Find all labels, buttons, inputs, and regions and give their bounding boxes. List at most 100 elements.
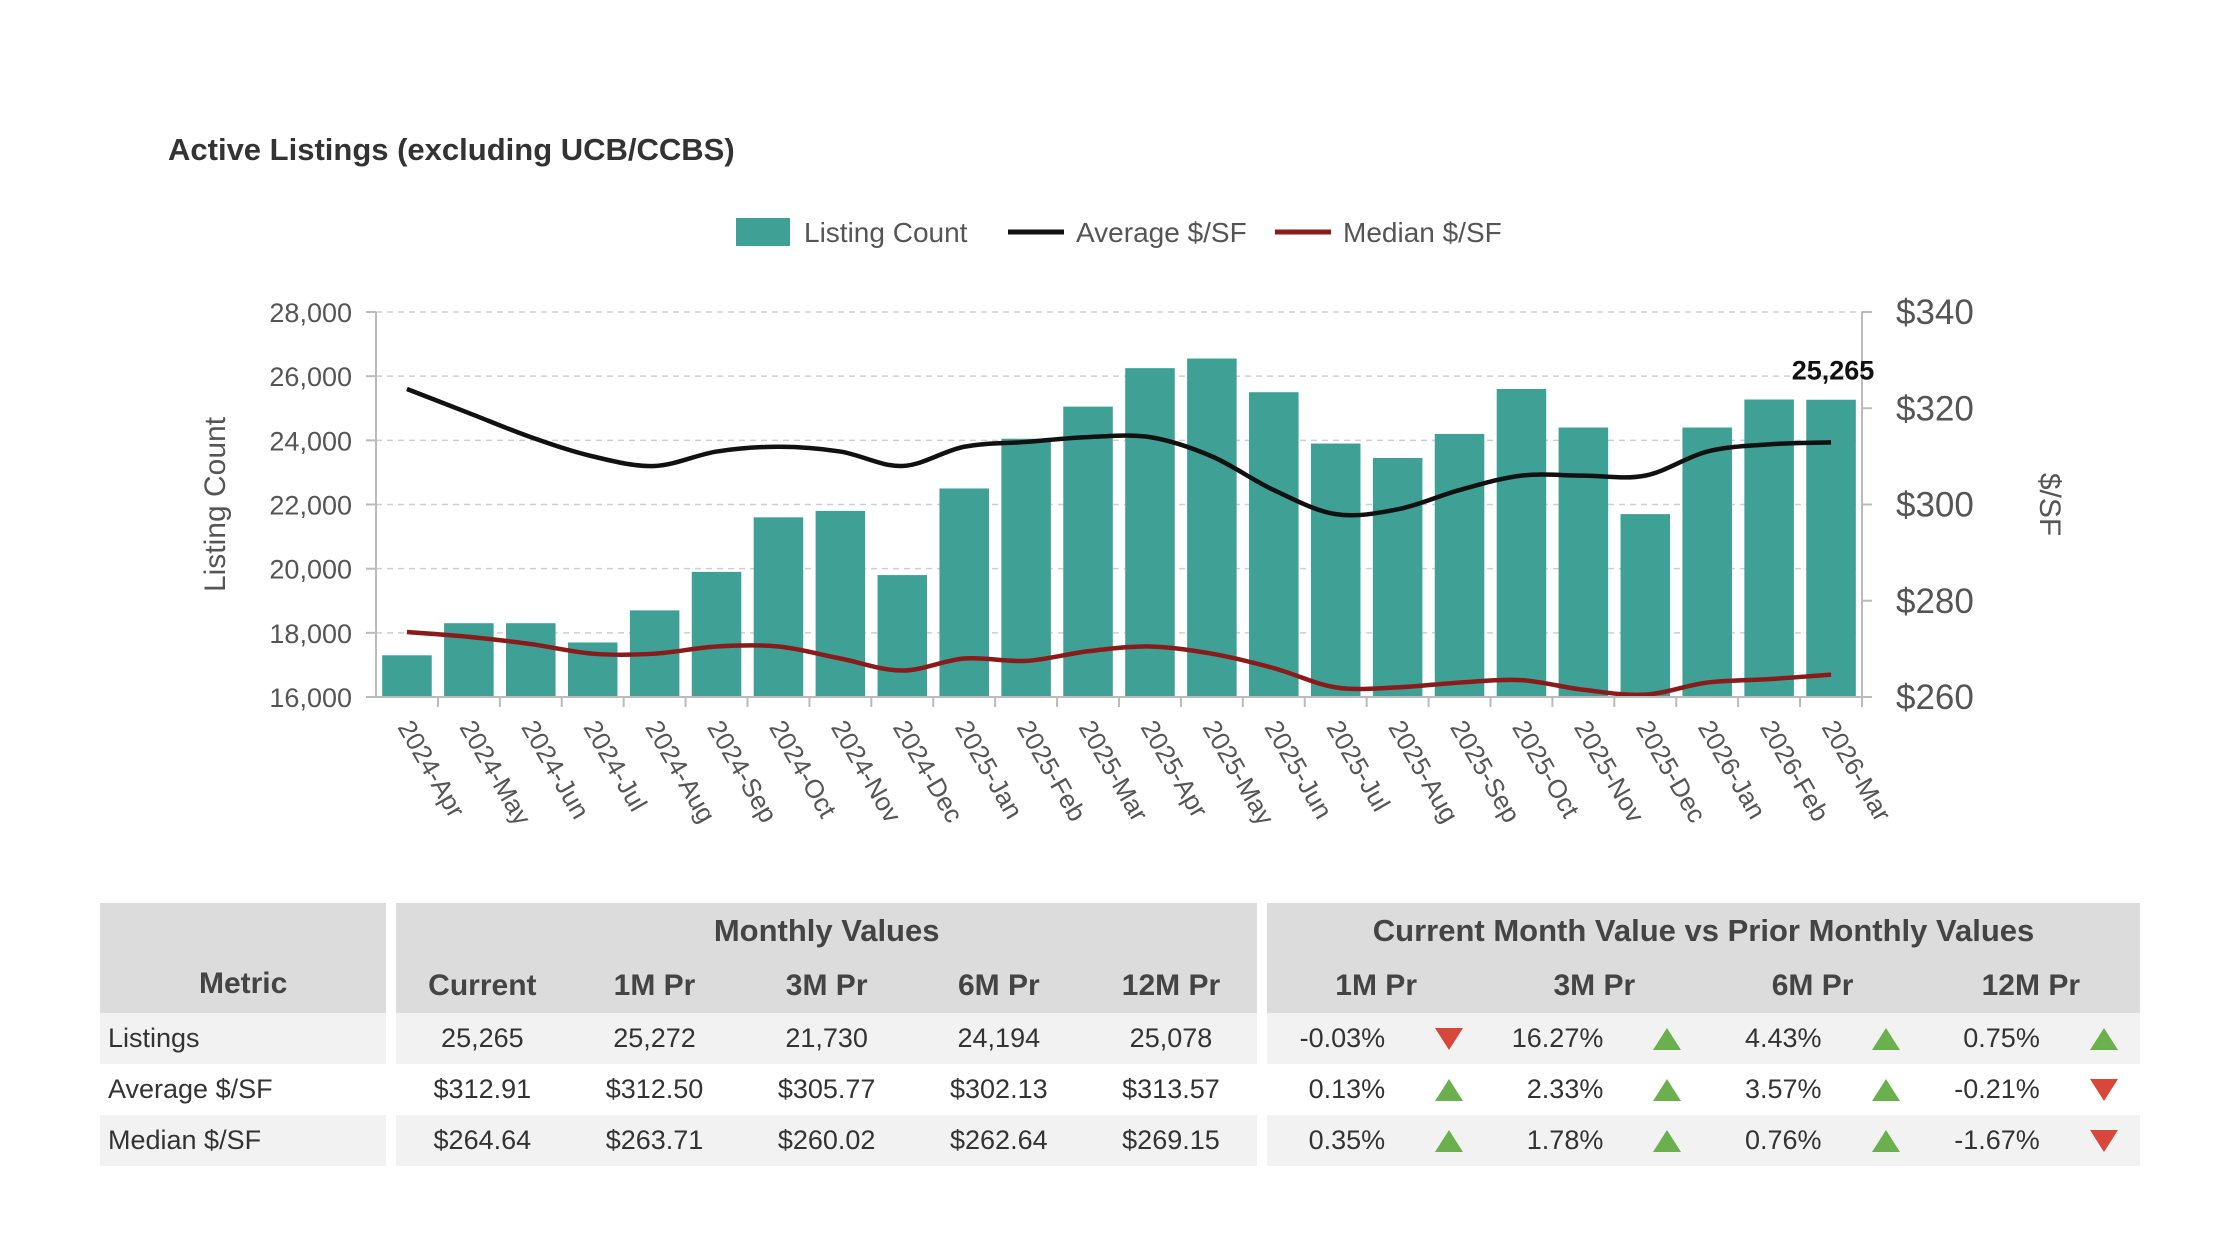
monthly-value-cell: $305.77 xyxy=(740,1064,913,1115)
right-tick-label: $340 xyxy=(1896,293,1974,332)
right-tick-label: $260 xyxy=(1896,678,1974,717)
right-tick-label: $300 xyxy=(1896,486,1974,525)
change-cell: -0.21% xyxy=(1921,1064,2140,1115)
table-row: Median $/SF $264.64 $263.71 $260.02 $262.64 $… xyxy=(100,1115,2140,1166)
triangle-up-icon xyxy=(1871,1129,1900,1152)
triangle-down-icon xyxy=(2089,1078,2118,1101)
bar xyxy=(1558,427,1609,697)
bar xyxy=(691,571,742,697)
change-value: 4.43% xyxy=(1744,1023,1822,1053)
axes xyxy=(366,311,1872,707)
change-value: 16.27% xyxy=(1511,1023,1604,1053)
bar xyxy=(1001,438,1051,697)
bar xyxy=(506,623,556,697)
triangle-up-icon xyxy=(2089,1027,2118,1050)
bar xyxy=(877,575,928,697)
bar xyxy=(1682,427,1732,697)
bar xyxy=(1249,392,1299,697)
change-cell: 4.43% xyxy=(1703,1013,1922,1064)
left-tick-label: 16,000 xyxy=(269,683,352,713)
monthly-value-cell: $313.57 xyxy=(1084,1064,1258,1115)
change-value: 1.78% xyxy=(1526,1125,1604,1155)
monthly-value-cell: 25,272 xyxy=(568,1013,741,1064)
change-cell: 0.75% xyxy=(1921,1013,2140,1064)
triangle-down-icon xyxy=(1435,1027,1464,1050)
bar xyxy=(815,510,866,697)
change-cell: 0.13% xyxy=(1267,1064,1486,1115)
triangle-up-icon xyxy=(1653,1129,1682,1152)
monthly-col-header: 3M Pr xyxy=(740,959,913,1013)
metric-header: Metric xyxy=(100,903,387,1013)
triangle-up-icon xyxy=(1435,1129,1464,1152)
triangle-down-icon xyxy=(2089,1129,2118,1152)
triangle-up-icon xyxy=(1653,1027,1682,1050)
monthly-value-cell: $260.02 xyxy=(740,1115,913,1166)
table-row: Average $/SF $312.91 $312.50 $305.77 $302.13… xyxy=(100,1064,2140,1115)
monthly-value-cell: $264.64 xyxy=(396,1115,569,1166)
legend-swatch xyxy=(736,218,790,246)
monthly-value-cell: 21,730 xyxy=(740,1013,913,1064)
legend-label: Average $/SF xyxy=(1076,217,1247,248)
change-cell: 3.57% xyxy=(1703,1064,1922,1115)
bar xyxy=(1187,358,1237,697)
left-tick-label: 26,000 xyxy=(269,362,352,392)
bar xyxy=(753,517,804,697)
chart-title: Active Listings (excluding UCB/CCBS) xyxy=(168,132,735,167)
monthly-col-header: 1M Pr xyxy=(568,959,741,1013)
table-row: Listings 25,265 25,272 21,730 24,194 25,078 -0… xyxy=(100,1013,2140,1064)
monthly-col-header: 6M Pr xyxy=(912,959,1085,1013)
compare-col-header: 6M Pr xyxy=(1703,959,1922,1013)
median-sf-line xyxy=(406,629,1832,698)
change-cell: 1.78% xyxy=(1485,1115,1704,1166)
monthly-col-header: 12M Pr xyxy=(1084,959,1258,1013)
metric-name: Listings xyxy=(100,1013,387,1064)
change-cell: 2.33% xyxy=(1485,1064,1704,1115)
line-series xyxy=(406,386,1832,698)
combo-chart: Listing Count Average $/SF Median $/SF 16,… xyxy=(199,217,2066,830)
change-cell: 16.27% xyxy=(1485,1013,1704,1064)
monthly-value-cell: $302.13 xyxy=(912,1064,1085,1115)
chart-legend: Listing Count Average $/SF Median $/SF xyxy=(736,217,1502,248)
triangle-up-icon xyxy=(1435,1078,1464,1101)
right-tick-label: $280 xyxy=(1896,582,1974,621)
change-cell: -1.67% xyxy=(1921,1115,2140,1166)
bar xyxy=(1125,368,1175,697)
monthly-value-cell: $262.64 xyxy=(912,1115,1085,1166)
bar xyxy=(1744,399,1794,697)
monthly-value-cell: $312.91 xyxy=(396,1064,569,1115)
y-axis-title: Listing Count xyxy=(199,416,232,592)
change-value: 3.57% xyxy=(1744,1074,1822,1104)
left-tick-label: 20,000 xyxy=(269,555,352,585)
change-value: 0.76% xyxy=(1744,1125,1822,1155)
triangle-up-icon xyxy=(1871,1078,1900,1101)
monthly-value-cell: $263.71 xyxy=(568,1115,741,1166)
change-value: 2.33% xyxy=(1526,1074,1604,1104)
monthly-value-cell: 24,194 xyxy=(912,1013,1085,1064)
metric-name: Median $/SF xyxy=(100,1115,387,1166)
monthly-value-cell: $269.15 xyxy=(1084,1115,1258,1166)
left-tick-label: 24,000 xyxy=(269,426,352,456)
left-tick-label: 22,000 xyxy=(269,491,352,521)
bar xyxy=(1806,399,1856,697)
change-value: -0.03% xyxy=(1299,1023,1386,1053)
monthly-value-cell: $312.50 xyxy=(568,1064,741,1115)
change-value: 0.13% xyxy=(1308,1074,1386,1104)
bar xyxy=(1496,389,1547,697)
bar xyxy=(939,488,989,697)
last-value-label: 25,265 xyxy=(1792,356,1875,386)
left-tick-label: 28,000 xyxy=(269,298,352,328)
right-tick-label: $320 xyxy=(1896,389,1974,428)
y2-axis-title: $/SF xyxy=(2033,473,2066,536)
monthly-value-cell: 25,078 xyxy=(1084,1013,1258,1064)
change-value: 0.35% xyxy=(1308,1125,1386,1155)
legend-label: Median $/SF xyxy=(1343,217,1502,248)
average-sf-line xyxy=(406,386,1832,518)
monthly-value-cell: 25,265 xyxy=(396,1013,569,1064)
metrics-table: Metric Monthly Values Current Month Valu… xyxy=(100,903,2140,1166)
bar xyxy=(382,655,432,697)
change-value: -1.67% xyxy=(1954,1125,2040,1155)
compare-col-header: 3M Pr xyxy=(1485,959,1704,1013)
bar xyxy=(1434,433,1485,697)
bar xyxy=(1310,443,1361,697)
monthly-col-header: Current xyxy=(396,959,569,1013)
